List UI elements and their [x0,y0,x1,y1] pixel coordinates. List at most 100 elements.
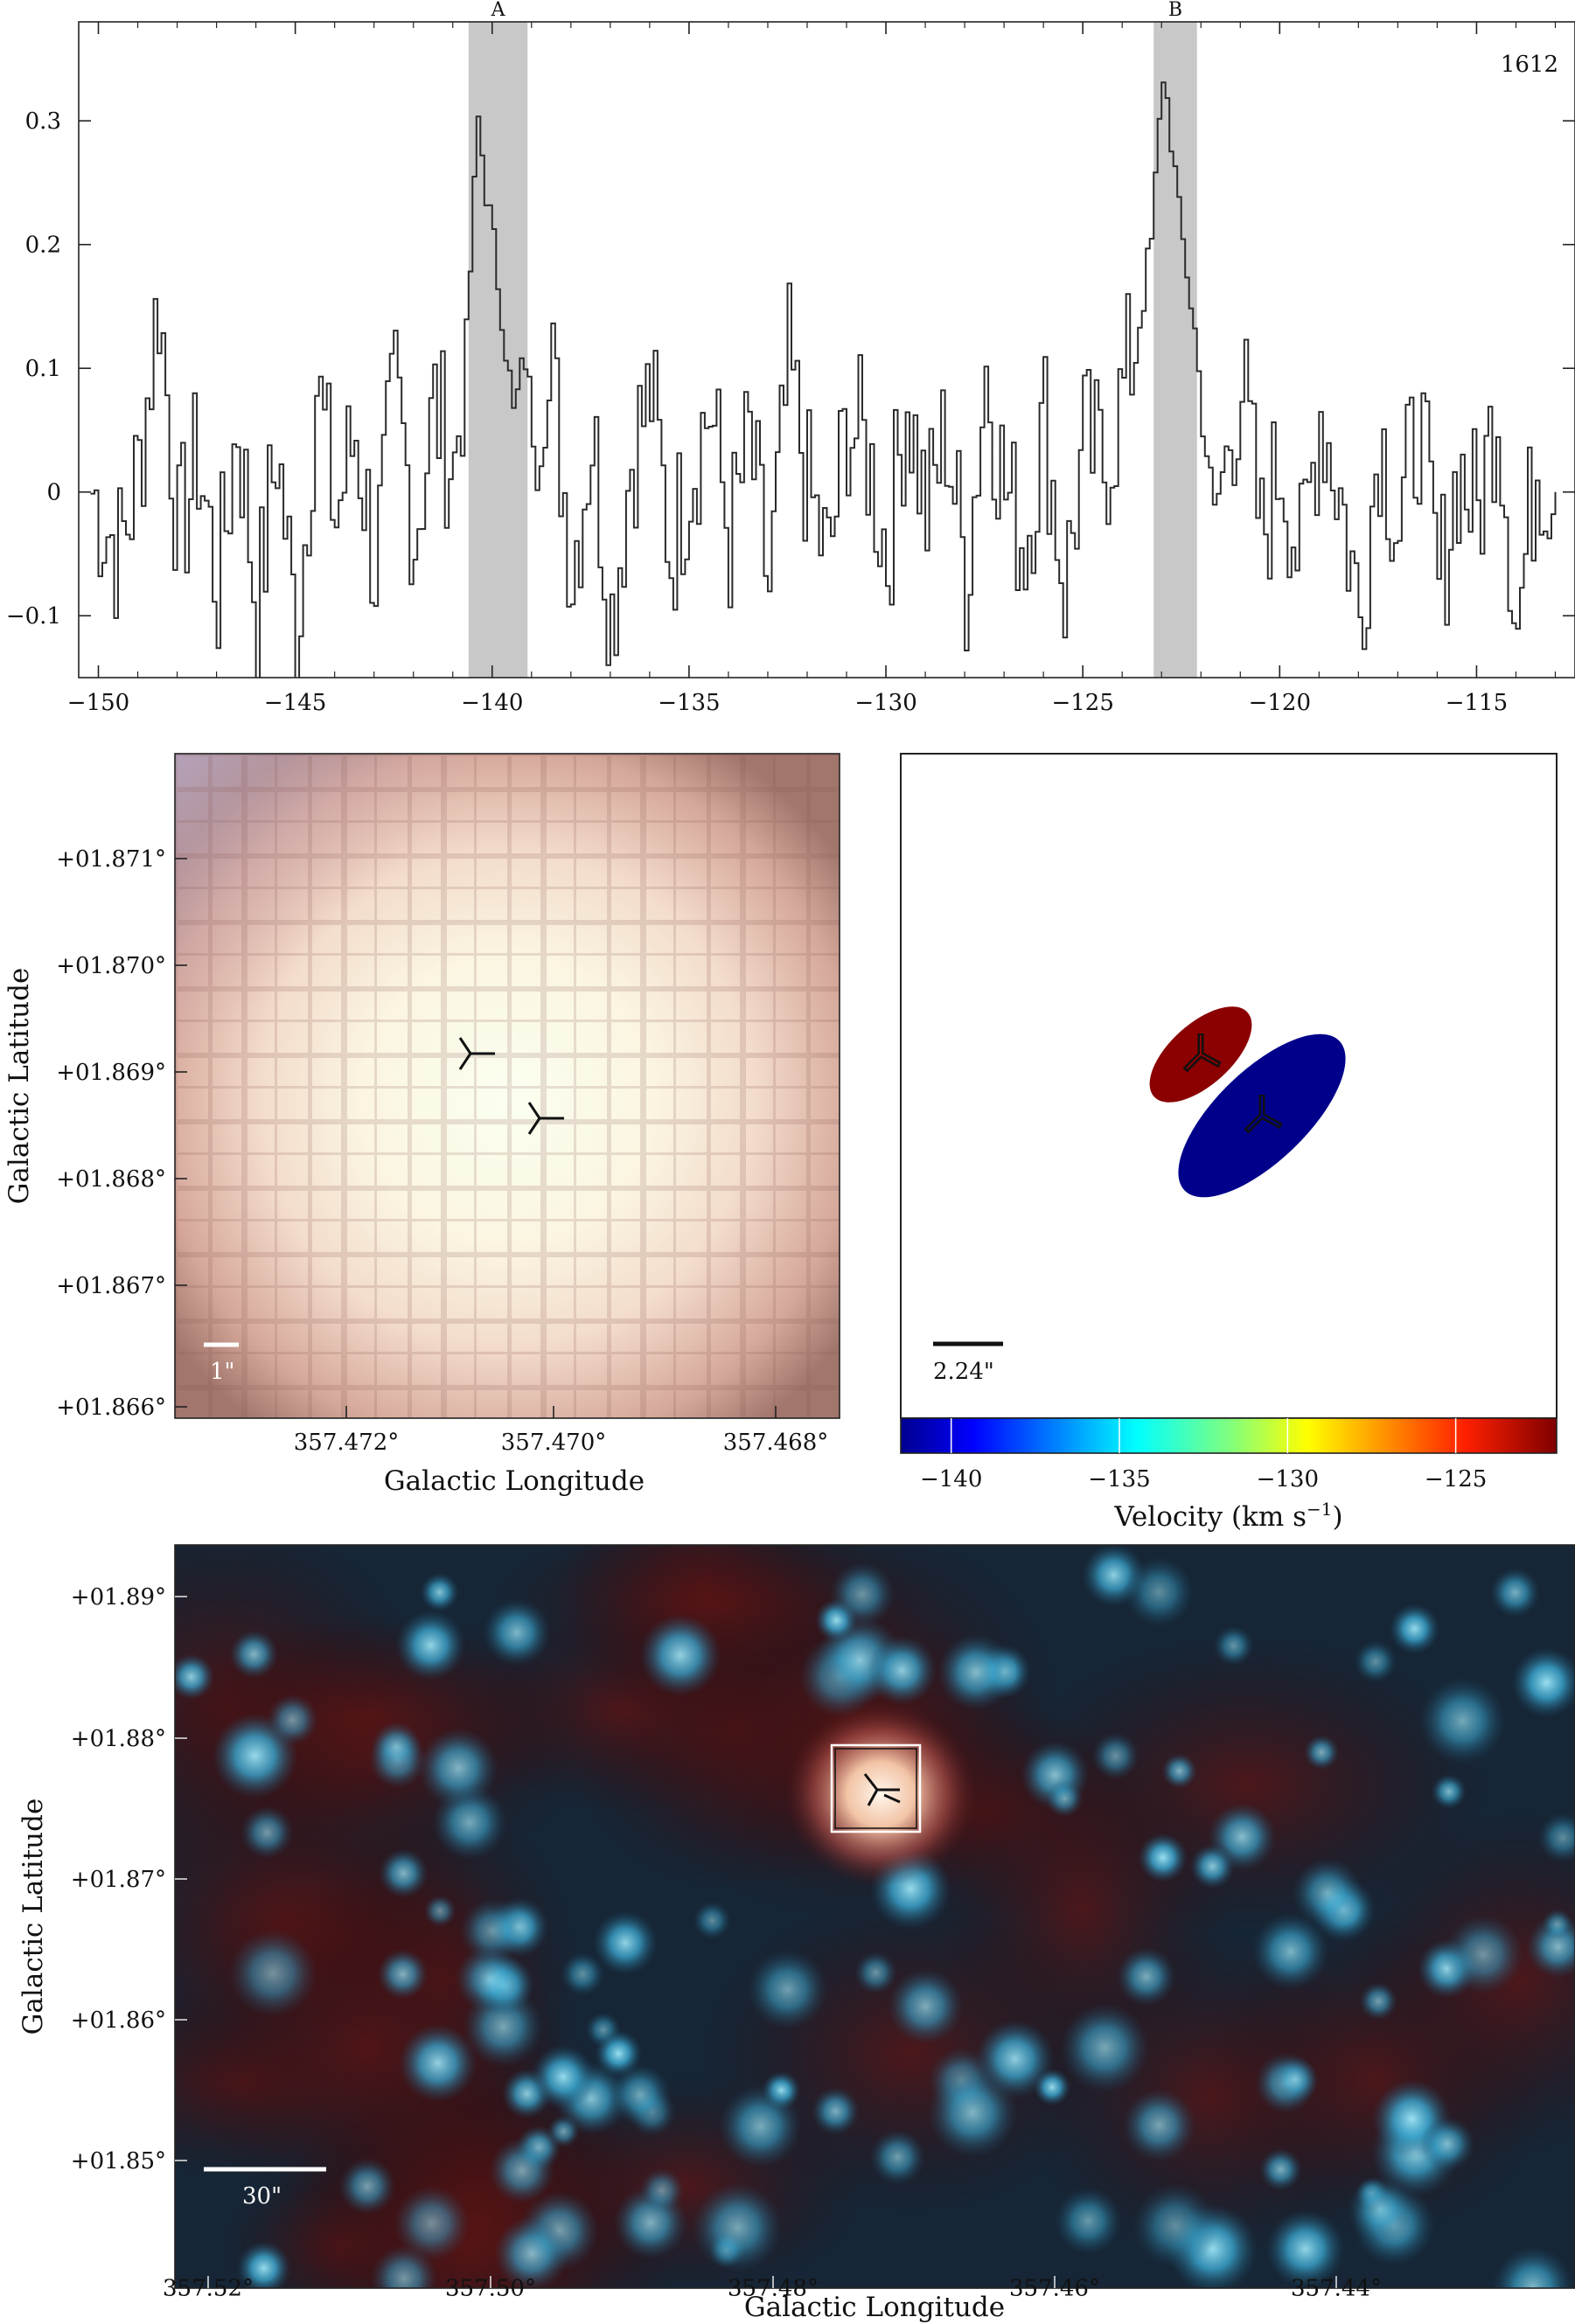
star-blob [1059,2002,1150,2093]
zoom-stripe-vertical [640,754,646,1418]
wide-image-frame [174,1544,1575,2289]
spectrum-y-ticks: −0.1 0 0.1 0.2 0.3 [6,108,1575,630]
shaded-region-B [1153,22,1197,678]
zoom-stripe-vertical [374,754,377,1418]
zoom-stripe-horizontal [175,820,840,823]
zoom-stripe-horizontal [175,853,840,859]
wide-x-tick-label: 357.48° [728,2275,819,2301]
zoom-image-frame [174,753,840,1419]
zoom-stripe-vertical [673,754,676,1418]
velocity-colorbar [900,1417,1558,1454]
star-blob [1431,1773,1467,1810]
zoom-stripe-vertical [308,754,312,1418]
star-blob [1489,1567,1541,1618]
spectrum-line [90,81,1557,678]
star-blob [1138,1833,1188,1882]
zoom-stripe-horizontal [175,787,840,792]
zoom-y-tick-label: +01.870° [56,953,166,979]
zoom-y-ticks: +01.871° +01.870° +01.869° +01.868° +01.867°… [56,846,187,1421]
star-blob [869,2129,926,2186]
star-blob [455,1945,524,2014]
colorbar-tick-label: −135 [1088,1466,1150,1493]
x-tick-label: −125 [1051,690,1113,716]
zoom-stripe-horizontal [175,1319,840,1324]
star-blob [398,2023,477,2103]
x-tick-label: −140 [461,690,523,716]
star-blob [417,1728,498,1809]
star-blob [420,1572,459,1612]
zoom-y-axis-title: Galactic Latitude [3,968,35,1205]
ellipse-scale-bar-label: 2.24" [933,1359,994,1385]
zoom-x-tick-label: 357.470° [501,1430,607,1456]
zoom-stripe-vertical [474,754,477,1418]
star-blob [1054,2187,1123,2256]
star-blob [1189,1843,1236,1889]
spectrum-frame [78,21,1575,678]
zoom-stripe-horizontal [175,887,840,889]
star-blob [393,2185,470,2262]
star-blob [175,1653,215,1701]
zoom-y-tick-label: +01.866° [56,1395,166,1421]
star-blob [595,2029,643,2077]
y-tick-label: 0 [46,480,61,506]
star-blob [482,1598,551,1667]
star-blob [371,1721,422,1773]
spectrum-x-ticks: −150 −145 −140 −135 −130 −125 −120 −115 [67,22,1557,716]
star-blob [639,2167,685,2213]
star-blob [1132,2183,1218,2269]
star-blob [692,2181,784,2273]
zoom-stripe-horizontal [175,1019,840,1022]
zoom-x-axis-title: Galactic Longitude [384,1465,645,1497]
zoom-stripe-horizontal [175,1152,840,1155]
star-blob [459,1897,526,1964]
star-blob [887,1968,964,2044]
zoom-stripe-vertical [408,754,412,1418]
zoom-marker-2 [527,1102,564,1135]
zoom-image-stripes [175,754,840,1418]
y-tick-label: −0.1 [6,603,61,630]
colorbar-ticks: −140 −135 −130 −125 [920,1418,1487,1493]
zoom-stripe-vertical [208,754,213,1418]
star-blob [1537,1812,1575,1863]
zoom-marker-1 [458,1037,495,1070]
wide-x-tick-label: 357.46° [1009,2275,1100,2301]
zoom-stripe-vertical [241,754,247,1418]
zoom-stripe-vertical [773,754,776,1418]
zoom-y-tick-label: +01.869° [56,1060,166,1086]
star-blob [423,1895,456,1928]
star-blob [1265,2209,1345,2288]
star-blob [240,1806,294,1860]
zoom-y-tick-label: +01.871° [56,846,166,873]
zoom-stripe-vertical [341,754,347,1418]
zoom-stripe-horizontal [175,1119,840,1124]
star-blob [937,1633,1015,1711]
star-blob [228,1929,317,2018]
star-blob [377,1948,429,2000]
zoom-y-tick-label: +01.867° [56,1273,166,1299]
wide-x-axis-title: Galactic Longitude [744,2292,1005,2323]
ellipse-marker-red-inner [1186,1035,1219,1069]
y-tick-label: 0.3 [25,108,61,135]
star-blob [1091,1732,1139,1780]
x-tick-label: −135 [658,690,720,716]
zoom-stripe-horizontal [175,1186,840,1191]
star-blob [1123,1556,1195,1628]
star-blob [747,1949,828,2030]
star-blob [1251,1912,1329,1991]
zoom-stripe-horizontal [175,986,840,992]
ellipse-marker-blue-inner [1247,1096,1280,1131]
y-tick-label: 0.2 [25,233,61,259]
star-blob [1418,1677,1507,1765]
star-blob [1443,1914,1523,1994]
star-blob [1389,1604,1440,1654]
zoom-region-box-outer [830,1743,922,1833]
star-blob [1510,1646,1575,1718]
wide-x-tick-label: 357.44° [1291,2275,1382,2301]
zoom-stripe-vertical [441,754,447,1418]
star-blob [1161,1753,1198,1789]
star-blob [592,1910,659,1976]
wide-y-tick-label: +01.87° [71,1867,166,1893]
star-blob [1354,1639,1397,1683]
